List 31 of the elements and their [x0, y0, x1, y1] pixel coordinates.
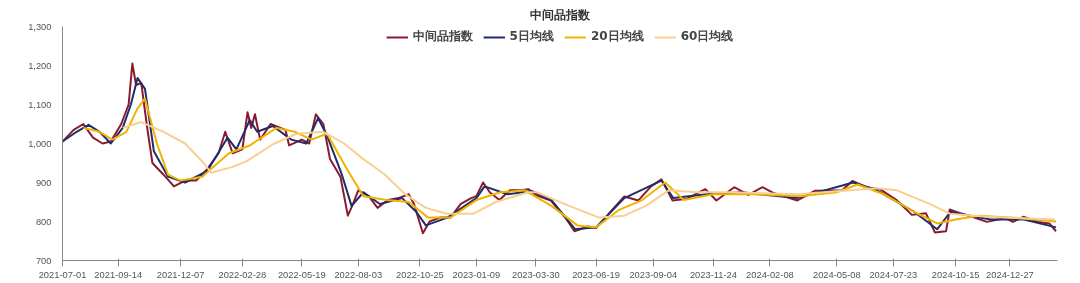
legend-label: 中间品指数 — [412, 28, 473, 45]
x-tick-label: 2022-08-03 — [334, 269, 383, 280]
y-tick-label: 1,000 — [28, 138, 52, 149]
y-tick-label: 700 — [35, 255, 52, 266]
legend-label: 5日均线 — [509, 28, 554, 45]
line-series — [121, 121, 1056, 221]
x-tick-label: 2021-07-01 — [38, 269, 87, 280]
legend-label: 20日均线 — [590, 28, 644, 45]
x-tick-label: 2021-09-14 — [94, 269, 143, 280]
chart-title: 中间品指数 — [530, 7, 591, 22]
x-tick-label: 2022-02-28 — [218, 269, 267, 280]
x-tick-label: 2024-12-27 — [986, 269, 1034, 280]
y-tick-label: 900 — [35, 177, 52, 188]
x-tick-label: 2023-09-04 — [629, 269, 678, 280]
x-tick-label: 2023-11-24 — [689, 269, 737, 280]
x-tick-label: 2021-12-07 — [156, 269, 205, 280]
x-tick-label: 2022-05-19 — [277, 269, 326, 280]
x-tick-label: 2022-10-25 — [396, 269, 444, 280]
y-tick-label: 1,300 — [28, 21, 52, 32]
y-tick-label: 800 — [35, 216, 52, 227]
y-tick-label: 1,200 — [28, 60, 52, 71]
x-tick-label: 2024-07-23 — [869, 269, 918, 280]
x-tick-label: 2023-06-19 — [572, 269, 620, 280]
x-tick-label: 2023-01-09 — [452, 269, 501, 280]
x-tick-label: 2024-05-08 — [812, 269, 861, 280]
y-tick-label: 1,100 — [28, 99, 52, 110]
line-series — [82, 97, 1058, 229]
x-tick-label: 2024-10-15 — [931, 269, 980, 280]
legend-label: 60日均线 — [680, 28, 734, 45]
x-tick-label: 2024-02-08 — [746, 269, 794, 280]
x-tick-label: 2023-03-30 — [511, 269, 560, 280]
